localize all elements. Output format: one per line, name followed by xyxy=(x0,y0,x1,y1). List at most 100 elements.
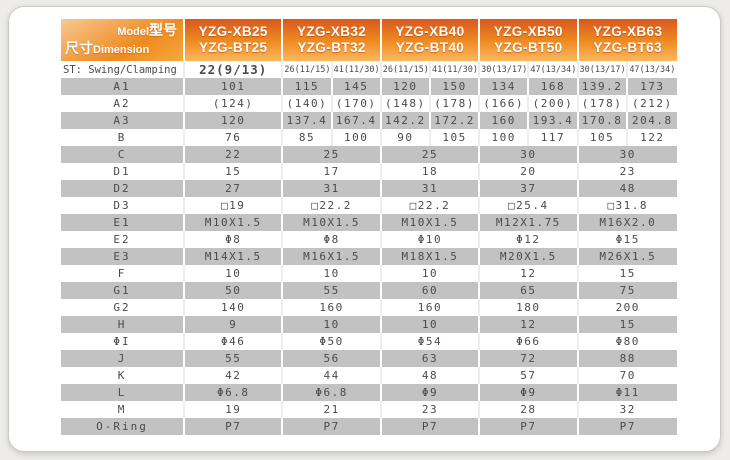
table-cell: 115 xyxy=(283,78,333,95)
table-cell: 172.2 xyxy=(430,112,481,129)
table-cell: 26(11/15) xyxy=(283,61,333,78)
table-cell: 55 xyxy=(283,282,382,299)
table-cell: 25 xyxy=(283,146,382,163)
table-cell: (148) xyxy=(381,95,431,112)
table-row: E1 M10X1.5 M10X1.5 M10X1.5 M12X1.75 M16X2.0 xyxy=(61,214,677,231)
table-cell: 44 xyxy=(283,367,382,384)
row-label: G2 xyxy=(61,299,186,316)
table-row: E3 M14X1.5 M16X1.5 M18X1.5 M20X1.5 M26X1.5 xyxy=(61,248,677,265)
table-cell: M12X1.75 xyxy=(480,214,579,231)
table-row: O-Ring P7 P7 P7 P7 P7 xyxy=(61,418,677,435)
table-cell: 47(13/34) xyxy=(627,61,677,78)
table-cell: 60 xyxy=(381,282,481,299)
table-row: G2 140 160 160 180 200 xyxy=(61,299,677,316)
table-cell: 18 xyxy=(381,163,481,180)
row-label: D2 xyxy=(61,180,186,197)
table-cell: 15 xyxy=(578,265,677,282)
table-cell: 76 xyxy=(185,129,284,146)
model-name-bottom: YZG-BT40 xyxy=(395,40,465,55)
row-label: A3 xyxy=(61,112,186,129)
table-cell: 30 xyxy=(480,146,579,163)
table-cell: Φ8 xyxy=(185,231,284,248)
table-cell: □31.8 xyxy=(578,197,677,214)
table-cell: □22.2 xyxy=(381,197,481,214)
model-name-top: YZG-XB25 xyxy=(198,24,268,39)
table-row: M 19 21 23 28 32 xyxy=(61,401,677,418)
table-cell: 10 xyxy=(185,265,284,282)
row-label: K xyxy=(61,367,186,384)
table-cell: 30(13/17) xyxy=(578,61,628,78)
table-cell: 137.4 xyxy=(283,112,333,129)
table-cell: Φ50 xyxy=(283,333,382,350)
table-cell: 57 xyxy=(480,367,579,384)
row-label: A2 xyxy=(61,95,186,112)
table-cell: (212) xyxy=(627,95,677,112)
table-cell: 10 xyxy=(381,265,481,282)
table-cell: Φ9 xyxy=(381,384,481,401)
table-row: G1 50 55 60 65 75 xyxy=(61,282,677,299)
table-cell: 100 xyxy=(332,129,382,146)
table-cell: 90 xyxy=(381,129,431,146)
table-cell: 117 xyxy=(529,129,579,146)
table-row: B 76 85 100 90 105 100 117 105 122 xyxy=(61,129,677,146)
table-cell: 122 xyxy=(627,129,677,146)
table-cell: M10X1.5 xyxy=(381,214,481,231)
table-cell: Φ12 xyxy=(480,231,579,248)
table-cell: 9 xyxy=(185,316,284,333)
table-cell: (170) xyxy=(332,95,382,112)
table-row: A3 120 137.4 167.4 142.2 172.2 160 193.4 170.8 20… xyxy=(61,112,677,129)
table-cell: 85 xyxy=(283,129,333,146)
model-name-bottom: YZG-BT32 xyxy=(297,40,366,55)
row-label: G1 xyxy=(61,282,186,299)
table-cell: 48 xyxy=(578,180,677,197)
table-cell: 10 xyxy=(381,316,481,333)
table-cell: (124) xyxy=(185,95,284,112)
table-cell: 120 xyxy=(381,78,431,95)
table-cell: 70 xyxy=(578,367,677,384)
table-row: F 10 10 10 12 15 xyxy=(61,265,677,282)
table-row: ΦI Φ46 Φ50 Φ54 Φ66 Φ80 xyxy=(61,333,677,350)
table-cell: 22 xyxy=(185,146,284,163)
model-header-cell: YZG-XB25 YZG-BT25 xyxy=(185,19,284,61)
table-cell: 15 xyxy=(185,163,284,180)
table-cell: (178) xyxy=(430,95,481,112)
table-cell: Φ9 xyxy=(480,384,579,401)
table-cell: M14X1.5 xyxy=(185,248,284,265)
table-cell: Φ54 xyxy=(381,333,481,350)
table-cell: Φ15 xyxy=(578,231,677,248)
corner-model-cn: 型号 xyxy=(149,22,178,38)
table-cell: 139.2 xyxy=(578,78,628,95)
row-label: M xyxy=(61,401,186,418)
table-cell: 48 xyxy=(381,367,481,384)
table-cell: 134 xyxy=(480,78,530,95)
table-cell: 63 xyxy=(381,350,481,367)
table-cell: Φ66 xyxy=(480,333,579,350)
table-cell: 140 xyxy=(185,299,284,316)
table-cell: M16X1.5 xyxy=(283,248,382,265)
row-label: A1 xyxy=(61,78,186,95)
table-row: A2 (124) (140) (170) (148) (178) (166) (200) (17… xyxy=(61,95,677,112)
table-cell: 55 xyxy=(185,350,284,367)
table-cell: 26(11/15) xyxy=(381,61,431,78)
table-body: ST: Swing/Clamping 22(9/13) 26(11/15) 41(11… xyxy=(61,61,677,435)
table-cell: 30 xyxy=(578,146,677,163)
table-row: H 9 10 10 12 15 xyxy=(61,316,677,333)
table-cell: 168 xyxy=(529,78,579,95)
table-cell: 101 xyxy=(185,78,284,95)
model-name-top: YZG-XB50 xyxy=(493,24,563,39)
table-cell: Φ6.8 xyxy=(283,384,382,401)
row-label: O-Ring xyxy=(61,418,186,435)
row-label: C xyxy=(61,146,186,163)
table-cell: 72 xyxy=(480,350,579,367)
table-cell: 10 xyxy=(283,316,382,333)
table-cell: 105 xyxy=(430,129,481,146)
row-label: E3 xyxy=(61,248,186,265)
corner-dimension-label: 尺寸Dimension xyxy=(61,40,183,58)
table-cell: P7 xyxy=(578,418,677,435)
table-cell: □22.2 xyxy=(283,197,382,214)
table-cell: 142.2 xyxy=(381,112,431,129)
table-cell: 160 xyxy=(381,299,481,316)
corner-model-en: Model xyxy=(117,26,150,38)
table-cell: (200) xyxy=(529,95,579,112)
table-cell: 150 xyxy=(430,78,481,95)
